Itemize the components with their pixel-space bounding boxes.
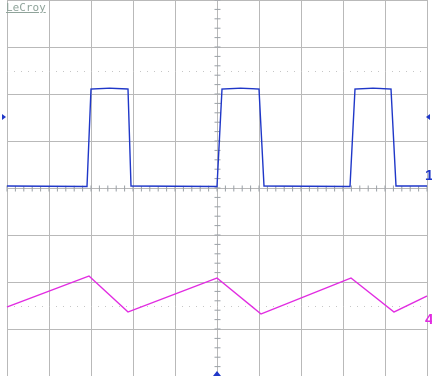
graticule-center-ticks [6,0,428,376]
position-markers [2,114,430,376]
graticule-dotted-lines [7,71,427,307]
left-level-marker-icon [2,114,6,120]
right-level-marker-icon [426,114,430,120]
trigger-position-marker-icon [213,371,221,376]
channel-1-trace [6,87,427,188]
channel-4-trace [6,275,428,315]
channel-4-label: 4 [425,311,432,328]
brand-logo: LeCroy [6,1,46,14]
channel-1-label: 1 [425,167,432,184]
